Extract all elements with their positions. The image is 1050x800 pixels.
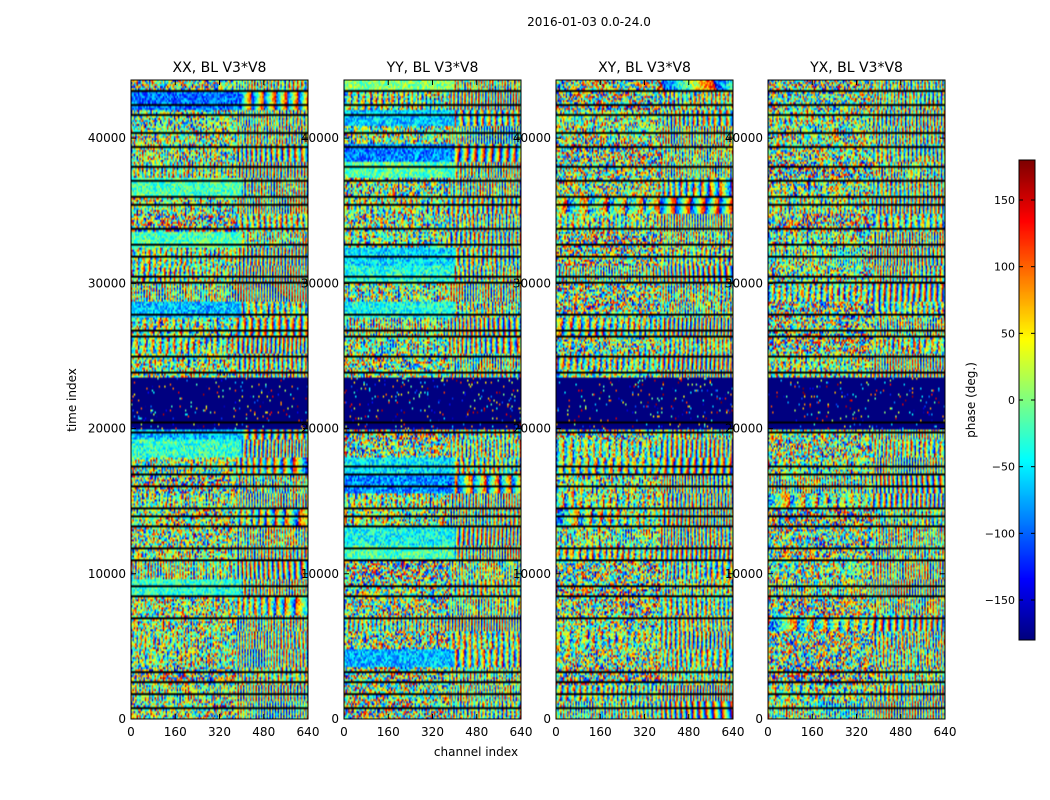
y-tick-label: 10000: [725, 567, 763, 581]
colorbar-tick-label: −50: [992, 461, 1015, 474]
y-tick-label: 20000: [88, 422, 126, 436]
y-tick-label: 20000: [513, 422, 551, 436]
panel-yx: YX, BL V3*V8 0 160 320 480 640 0 10000 20000 3000…: [725, 60, 957, 739]
x-tick-label: 640: [722, 725, 745, 739]
y-tick-label: 20000: [301, 422, 339, 436]
heatmap-image: [131, 80, 308, 719]
y-tick-label: 30000: [513, 276, 551, 290]
y-tick-label: 30000: [301, 276, 339, 290]
y-tick-label: 40000: [88, 131, 126, 145]
colorbar-tick-label: 100: [994, 261, 1015, 274]
panel-title: YX, BL V3*V8: [809, 60, 903, 76]
y-tick-label: 30000: [88, 276, 126, 290]
x-tick-label: 480: [465, 725, 488, 739]
panels-group: XX, BL V3*V8 0 160 320 480 640 0 10000 20000 3000…: [88, 60, 957, 739]
panel-xy: XY, BL V3*V8 0 160 320 480 640 0 10000 20000 3000…: [513, 60, 745, 739]
x-tick-label: 480: [252, 725, 275, 739]
heatmap-image: [768, 80, 945, 719]
y-tick-label: 10000: [301, 567, 339, 581]
y-tick-label: 0: [331, 712, 339, 726]
colorbar-tick-label: −100: [985, 527, 1015, 540]
y-tick-label: 40000: [513, 131, 551, 145]
x-tick-label: 320: [633, 725, 656, 739]
x-tick-label: 0: [340, 725, 348, 739]
x-tick-label: 0: [552, 725, 560, 739]
x-tick-label: 480: [889, 725, 912, 739]
panel-title: YY, BL V3*V8: [386, 60, 479, 76]
y-axis-label: time index: [65, 368, 79, 432]
panel-title: XY, BL V3*V8: [598, 60, 691, 76]
x-tick-label: 0: [127, 725, 135, 739]
x-tick-label: 160: [801, 725, 824, 739]
colorbar: −150 −100 −50 0 50 100 150: [985, 159, 1036, 641]
y-tick-label: 0: [755, 712, 763, 726]
x-tick-label: 640: [934, 725, 957, 739]
panel-title: XX, BL V3*V8: [173, 60, 267, 76]
y-tick-label: 10000: [513, 567, 551, 581]
colorbar-label: phase (deg.): [964, 362, 978, 438]
y-tick-label: 20000: [725, 422, 763, 436]
y-tick-label: 10000: [88, 567, 126, 581]
x-tick-label: 160: [377, 725, 400, 739]
colorbar-tick-label: −150: [985, 594, 1015, 607]
panel-xx: XX, BL V3*V8 0 160 320 480 640 0 10000 20000 3000…: [88, 60, 320, 739]
x-tick-label: 320: [208, 725, 231, 739]
colorbar-gradient: [1019, 160, 1035, 640]
panel-yy: YY, BL V3*V8 0 160 320 480 640 0 10000 20000 3000…: [301, 60, 533, 739]
y-tick-label: 30000: [725, 276, 763, 290]
figure-suptitle: 2016-01-03 0.0-24.0: [527, 15, 651, 29]
y-tick-label: 40000: [725, 131, 763, 145]
y-tick-label: 40000: [301, 131, 339, 145]
heatmap-image: [344, 80, 521, 719]
x-tick-label: 160: [164, 725, 187, 739]
x-tick-label: 480: [677, 725, 700, 739]
y-tick-label: 0: [118, 712, 126, 726]
x-axis-label: channel index: [434, 745, 518, 759]
x-tick-label: 160: [589, 725, 612, 739]
colorbar-tick-label: 150: [994, 194, 1015, 207]
x-tick-label: 0: [764, 725, 772, 739]
x-tick-label: 640: [297, 725, 320, 739]
heatmap-image: [556, 80, 733, 719]
colorbar-tick-label: 0: [1008, 394, 1015, 407]
colorbar-tick-label: 50: [1001, 327, 1015, 340]
x-tick-label: 640: [510, 725, 533, 739]
y-tick-label: 0: [543, 712, 551, 726]
x-tick-label: 320: [845, 725, 868, 739]
x-tick-label: 320: [421, 725, 444, 739]
